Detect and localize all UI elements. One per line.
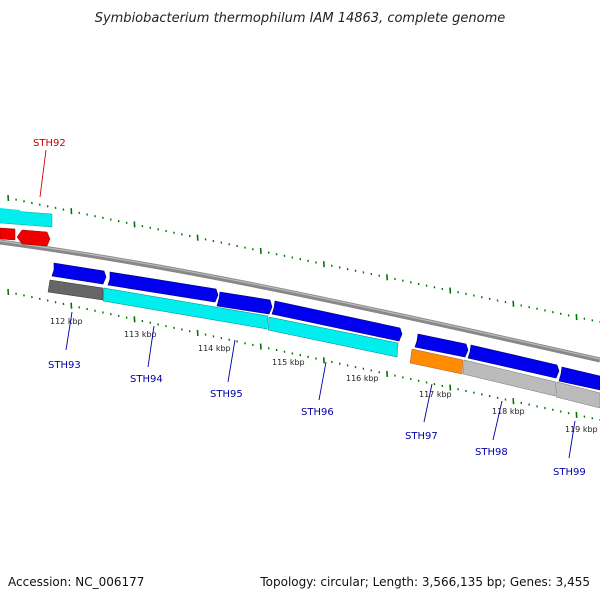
cds-sth94[interactable] <box>107 271 219 303</box>
kbp-label: 115 kbp <box>272 358 305 367</box>
cds-sth95[interactable] <box>216 291 273 315</box>
tick-track-upper <box>7 194 600 324</box>
leader-sth94 <box>147 325 155 368</box>
gene-label-sth92[interactable]: STH92 <box>33 138 66 149</box>
cds-sth98[interactable] <box>467 344 560 379</box>
forward-gene-track <box>47 279 600 409</box>
gene-label-sth94[interactable]: STH94 <box>130 374 163 385</box>
kbp-label: 116 kbp <box>346 374 379 383</box>
cds-sth96[interactable] <box>271 300 403 342</box>
gene-label-sth93[interactable]: STH93 <box>48 360 81 371</box>
kbp-label: 119 kbp <box>565 425 598 434</box>
cds-sth92-red-a[interactable] <box>0 227 16 241</box>
leader-sth96 <box>318 361 327 401</box>
cds-sth92-red-b[interactable] <box>16 229 51 247</box>
gene-label-sth99[interactable]: STH99 <box>553 467 586 478</box>
gene-label-sth97[interactable]: STH97 <box>405 431 438 442</box>
cds-sth99[interactable] <box>558 366 600 391</box>
gene-sth97[interactable] <box>409 348 464 375</box>
kbp-scale: 112 kbp 113 kbp 114 kbp 115 kbp 116 kbp … <box>50 317 598 434</box>
kbp-label: 118 kbp <box>492 407 525 416</box>
kbp-label: 117 kbp <box>419 390 452 399</box>
leader-sth99 <box>568 420 576 459</box>
gene-labels: STH92 STH93 STH94 STH95 STH96 STH97 STH9… <box>33 138 586 478</box>
gene-sth94[interactable] <box>102 287 269 330</box>
leader-sth98 <box>492 400 503 441</box>
gene-sth96[interactable] <box>267 316 399 358</box>
backbone <box>0 239 600 363</box>
forward-cds-track <box>51 262 600 391</box>
gene-cyan-left[interactable] <box>0 208 20 222</box>
kbp-label: 114 kbp <box>198 344 231 353</box>
gene-sth99[interactable] <box>555 381 600 409</box>
kbp-label: 113 kbp <box>124 330 157 339</box>
map-title: Symbiobacterium thermophilum IAM 14863, … <box>95 11 506 26</box>
backbone-highlight <box>0 240 600 360</box>
accession-text: Accession: NC_006177 <box>8 575 144 589</box>
label-leaders <box>39 149 576 459</box>
cds-sth93[interactable] <box>51 262 107 285</box>
gene-sth98[interactable] <box>462 359 557 397</box>
reverse-track <box>0 208 53 247</box>
kbp-label: 112 kbp <box>50 317 83 326</box>
tick-track-lower <box>7 288 600 422</box>
leader-sth92 <box>39 149 47 198</box>
leader-sth97 <box>423 383 433 423</box>
leader-sth95 <box>227 339 236 383</box>
gene-label-sth95[interactable]: STH95 <box>210 389 243 400</box>
gene-label-sth98[interactable]: STH98 <box>475 447 508 458</box>
gene-label-sth96[interactable]: STH96 <box>301 407 334 418</box>
cds-sth97[interactable] <box>414 333 469 358</box>
leader-sth93 <box>65 311 73 351</box>
summary-text: Topology: circular; Length: 3,566,135 bp… <box>259 575 590 589</box>
